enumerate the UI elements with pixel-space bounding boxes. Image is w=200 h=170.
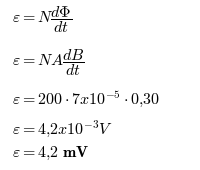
Text: $\varepsilon = 200 \cdot 7x10^{-5} \cdot 0{,}30$: $\varepsilon = 200 \cdot 7x10^{-5} \cdot… [12,89,160,109]
Text: $\varepsilon = N\dfrac{d\Phi}{dt}$: $\varepsilon = N\dfrac{d\Phi}{dt}$ [12,4,72,35]
Text: $\varepsilon = NA\dfrac{dB}{dt}$: $\varepsilon = NA\dfrac{dB}{dt}$ [12,47,85,78]
Text: $\varepsilon = 4{,}2x10^{-3}V$: $\varepsilon = 4{,}2x10^{-3}V$ [12,118,113,139]
Text: $\mathbf{\varepsilon = 4{,}2\ mV}$: $\mathbf{\varepsilon = 4{,}2\ mV}$ [12,145,90,162]
